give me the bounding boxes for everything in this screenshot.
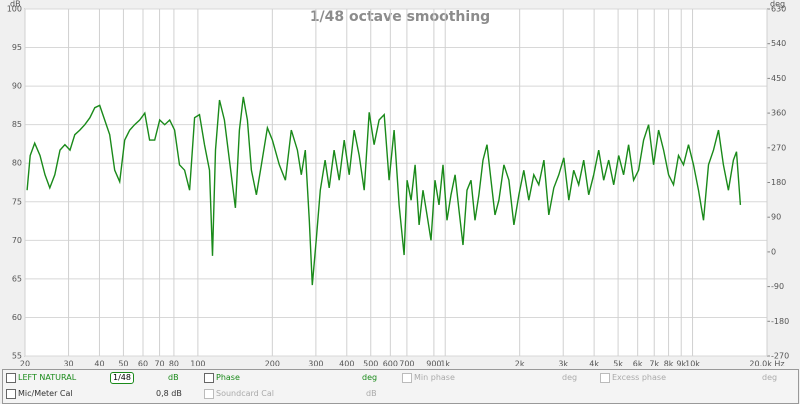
y2-tick-label: 540: [771, 39, 786, 48]
y2-tick-label: 360: [771, 109, 786, 118]
unit-label: deg: [362, 373, 378, 382]
cal-label: Mic/Meter Cal: [18, 389, 73, 398]
y2-tick-label: 630: [771, 5, 786, 14]
x-tick-label: 10k: [685, 360, 700, 367]
y-tick-label: 80: [12, 159, 22, 168]
y2-tick-label: 270: [771, 143, 786, 152]
y2-tick-label: -180: [771, 317, 789, 326]
cal-value: 0,8 dB: [156, 389, 182, 398]
unit-label: dB: [366, 389, 377, 398]
y-axis-label: dB: [10, 0, 21, 9]
y-tick-label: 100: [7, 5, 22, 14]
x-tick-label: 8k: [664, 360, 674, 367]
checkbox[interactable]: [600, 373, 610, 383]
unit-label: dB: [168, 373, 179, 382]
y-tick-label: 75: [12, 197, 22, 206]
y-tick-label: 85: [12, 120, 22, 129]
x-tick-label: 2k: [515, 360, 525, 367]
x-tick-label: 400: [339, 360, 354, 367]
x-tick-label: 500: [363, 360, 378, 367]
x-tick-label: 50: [118, 360, 128, 367]
x-tick-label: 1k: [440, 360, 450, 367]
x-tick-label: 100: [190, 360, 205, 367]
y-tick-label: 60: [12, 313, 22, 322]
soundcard-label: Soundcard Cal: [216, 389, 274, 398]
x-tick-label: 5k: [613, 360, 623, 367]
x-tick-label: 30: [63, 360, 73, 367]
series-name: LEFT NATURAL: [18, 373, 77, 382]
y2-tick-label: -270: [771, 352, 789, 361]
checkbox[interactable]: [204, 389, 214, 399]
x-tick-label: 6k: [633, 360, 643, 367]
chart: 1/48 octave smoothing dB deg 55 60 65 70 75 8…: [6, 0, 790, 367]
y-tick-label: 95: [12, 43, 22, 52]
x-tick-label: 70: [154, 360, 164, 367]
x-tick-label: 80: [169, 360, 179, 367]
x-tick-label: 20.0k Hz: [749, 360, 784, 367]
x-tick-label: 7k: [649, 360, 659, 367]
x-tick-label: 200: [265, 360, 280, 367]
y2-tick-label: 450: [771, 74, 786, 83]
y2-tick-label: 0: [771, 247, 776, 256]
y2-tick-label: -90: [771, 282, 784, 291]
unit-label: deg: [762, 373, 778, 382]
y-tick-label: 55: [12, 352, 22, 361]
min-phase-label: Min phase: [414, 373, 455, 382]
x-tick-label: 900: [426, 360, 441, 367]
smoothing-field: 1/48: [110, 372, 134, 384]
y-tick-label: 65: [12, 274, 22, 283]
y-tick-label: 90: [12, 82, 22, 91]
unit-label: deg: [562, 373, 578, 382]
y2-tick-label: 180: [771, 178, 786, 187]
chart-title: 1/48 octave smoothing: [310, 9, 490, 25]
x-tick-label: 600: [383, 360, 398, 367]
y2-tick-label: 90: [771, 213, 781, 222]
y-tick-label: 70: [12, 236, 22, 245]
x-tick-label: 60: [138, 360, 148, 367]
checkbox[interactable]: [402, 373, 412, 383]
x-tick-label: 700: [399, 360, 414, 367]
y2-axis-label: deg: [770, 0, 785, 9]
x-tick-label: 4k: [589, 360, 599, 367]
x-tick-label: 40: [94, 360, 104, 367]
x-tick-label: 300: [308, 360, 323, 367]
checkbox[interactable]: [204, 373, 214, 383]
x-tick-label: 20: [20, 360, 30, 367]
x-tick-label: 9k: [676, 360, 686, 367]
excess-phase-label: Excess phase: [612, 373, 666, 382]
x-tick-label: 3k: [558, 360, 568, 367]
phase-label: Phase: [216, 373, 240, 382]
plot-area: [24, 8, 768, 357]
data-line: [26, 96, 742, 286]
checkbox[interactable]: [6, 373, 16, 383]
checkbox[interactable]: [6, 389, 16, 399]
